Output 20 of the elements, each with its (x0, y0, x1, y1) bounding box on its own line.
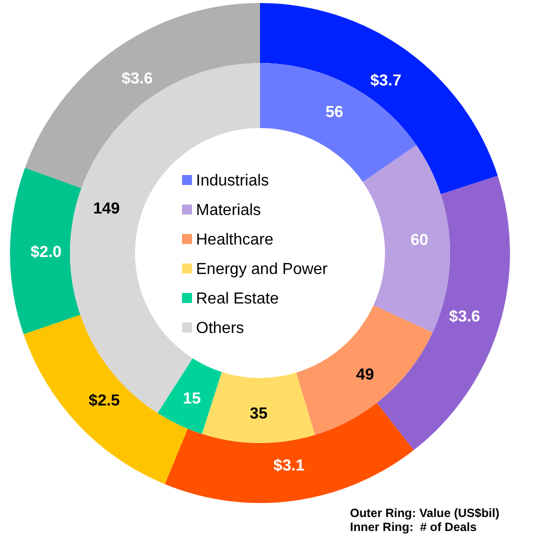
legend-label: Real Estate (196, 290, 279, 308)
data-label: 56 (325, 104, 344, 121)
data-label: 60 (410, 232, 428, 249)
legend-label: Others (196, 320, 244, 338)
data-label: $2.5 (88, 392, 120, 410)
text: Outer Ring: Value (US$bil) (350, 506, 500, 520)
legend-label: Energy and Power (196, 261, 328, 278)
data-label: $2.0 (30, 244, 62, 261)
data-label: $3.6 (122, 70, 153, 88)
data-label: $3.1 (273, 458, 305, 475)
data-label: 15 (182, 390, 201, 408)
data-label: $3.7 (370, 72, 402, 90)
legend-label: Healthcare (196, 232, 274, 249)
data-label: 35 (250, 406, 268, 423)
data-label: 49 (356, 366, 374, 384)
data-label: $3.6 (449, 308, 480, 326)
legend-label: Materials (196, 202, 261, 220)
data-label: 149 (93, 200, 120, 218)
legend-label: Industrials (196, 172, 269, 190)
text: Inner Ring: # of Deals (350, 520, 478, 534)
